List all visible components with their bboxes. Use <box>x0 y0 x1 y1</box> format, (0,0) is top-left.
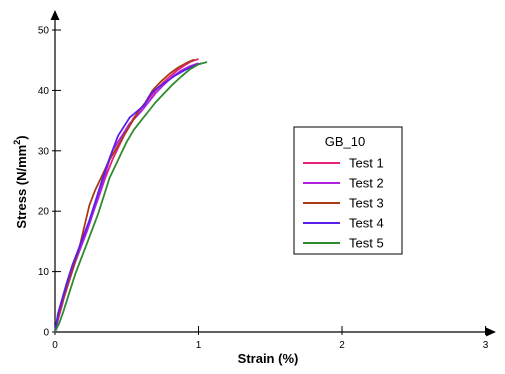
legend-label-5: Test 5 <box>349 236 384 251</box>
series-line-1 <box>54 58 199 333</box>
y-axis-title-close: ) <box>14 135 29 139</box>
x-ticks: 0 1 2 3 <box>52 326 489 351</box>
y-tick-label-2: 20 <box>38 207 50 218</box>
legend-box <box>293 126 403 255</box>
x-tick-label-0: 0 <box>52 340 58 351</box>
y-tick-label-3: 30 <box>38 146 50 157</box>
legend-label-3: Test 3 <box>349 196 384 211</box>
legend: GB_10 Test 1 Test 2 Test 3 Test 4 Test 5 <box>293 126 403 255</box>
x-tick-label-3: 3 <box>483 340 489 351</box>
y-tick-label-4: 40 <box>38 86 50 97</box>
legend-label-1: Test 1 <box>349 156 384 171</box>
y-tick-label-5: 50 <box>38 26 50 37</box>
legend-items: Test 1 Test 2 Test 3 Test 4 Test 5 <box>303 156 384 251</box>
series-line-3 <box>54 58 195 333</box>
y-axis-title-main: Stress (N/mm <box>14 145 29 229</box>
x-axis-arrow <box>486 327 496 337</box>
axes <box>50 10 496 337</box>
legend-label-2: Test 2 <box>349 176 384 191</box>
legend-label-4: Test 4 <box>349 216 384 231</box>
x-axis-title: Strain (%) <box>238 351 299 366</box>
y-tick-label-1: 10 <box>38 267 50 278</box>
series-line-2 <box>54 62 199 333</box>
series-line-5 <box>54 61 208 333</box>
y-axis-arrow <box>50 10 60 20</box>
series-line-4 <box>54 62 202 333</box>
y-ticks: 0 10 20 30 40 50 <box>38 26 61 339</box>
y-axis-title: Stress (N/mm2) <box>12 135 29 228</box>
series-layer <box>54 58 208 333</box>
x-tick-label-1: 1 <box>196 340 202 351</box>
x-tick-label-2: 2 <box>339 340 345 351</box>
y-axis-title-sup: 2 <box>12 140 22 145</box>
legend-title: GB_10 <box>325 134 365 149</box>
y-tick-label-0: 0 <box>43 328 49 339</box>
